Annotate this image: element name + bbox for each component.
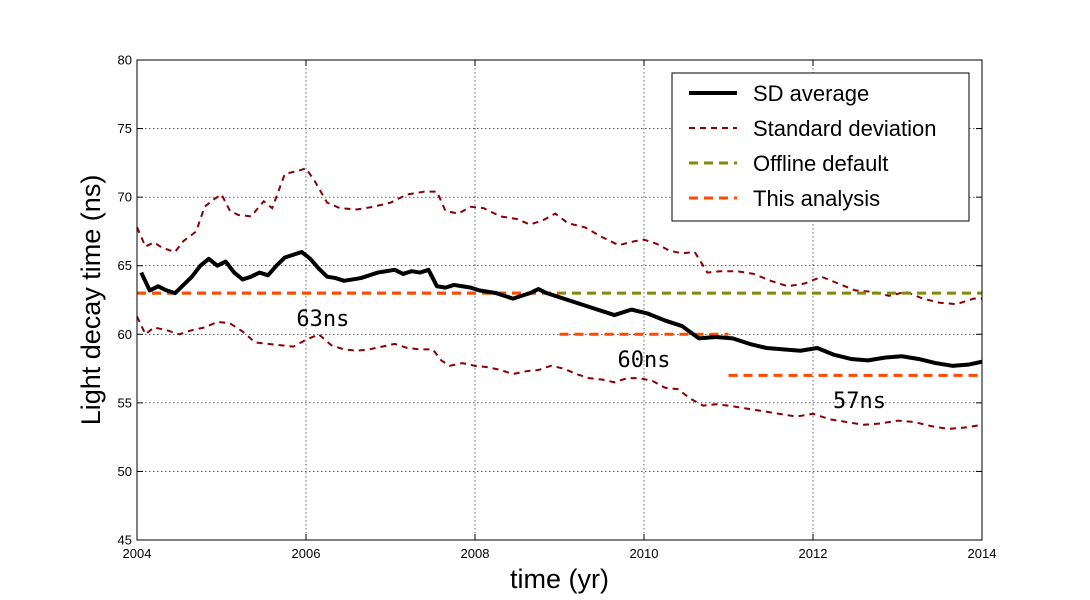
legend-label: Standard deviation	[753, 116, 936, 141]
x-tick-label: 2006	[292, 546, 321, 561]
y-tick-label: 80	[118, 53, 132, 68]
series-lines	[136, 167, 983, 430]
legend: SD average Standard deviation Offline defa…	[671, 72, 970, 222]
annotation-label: 57ns	[833, 389, 886, 414]
x-tick-label: 2004	[123, 546, 152, 561]
plot-frame	[136, 59, 983, 541]
y-axis-label: Light decay time (ns)	[76, 175, 106, 426]
annotation-label: 60ns	[618, 348, 671, 373]
legend-box	[671, 72, 970, 222]
annotation-label: 63ns	[296, 307, 349, 332]
x-tick-label: 2010	[630, 546, 659, 561]
x-tick-label: 2008	[461, 546, 490, 561]
legend-label: SD average	[753, 81, 869, 106]
y-tick-label: 45	[118, 533, 132, 548]
standard-deviation-line	[136, 167, 982, 306]
x-axis-label: time (yr)	[510, 564, 609, 594]
legend-label: This analysis	[753, 186, 880, 211]
legend-label: Offline default	[753, 151, 888, 176]
annotations: 63ns 60ns 57ns	[296, 307, 886, 414]
standard-deviation-lower-line	[136, 316, 983, 430]
y-tick-label: 50	[118, 464, 132, 479]
axis-ticks: 2004 2006 2008 2010 2012 2014 45 50 55 60 65 70 75 80	[118, 53, 997, 562]
sd-average-line	[139, 250, 983, 368]
y-tick-label: 70	[118, 190, 132, 205]
y-tick-label: 55	[118, 395, 132, 410]
y-tick-label: 65	[118, 258, 132, 273]
x-tick-label: 2014	[968, 546, 997, 561]
y-tick-label: 60	[118, 327, 132, 342]
y-tick-label: 75	[118, 121, 132, 136]
x-tick-label: 2012	[799, 546, 828, 561]
